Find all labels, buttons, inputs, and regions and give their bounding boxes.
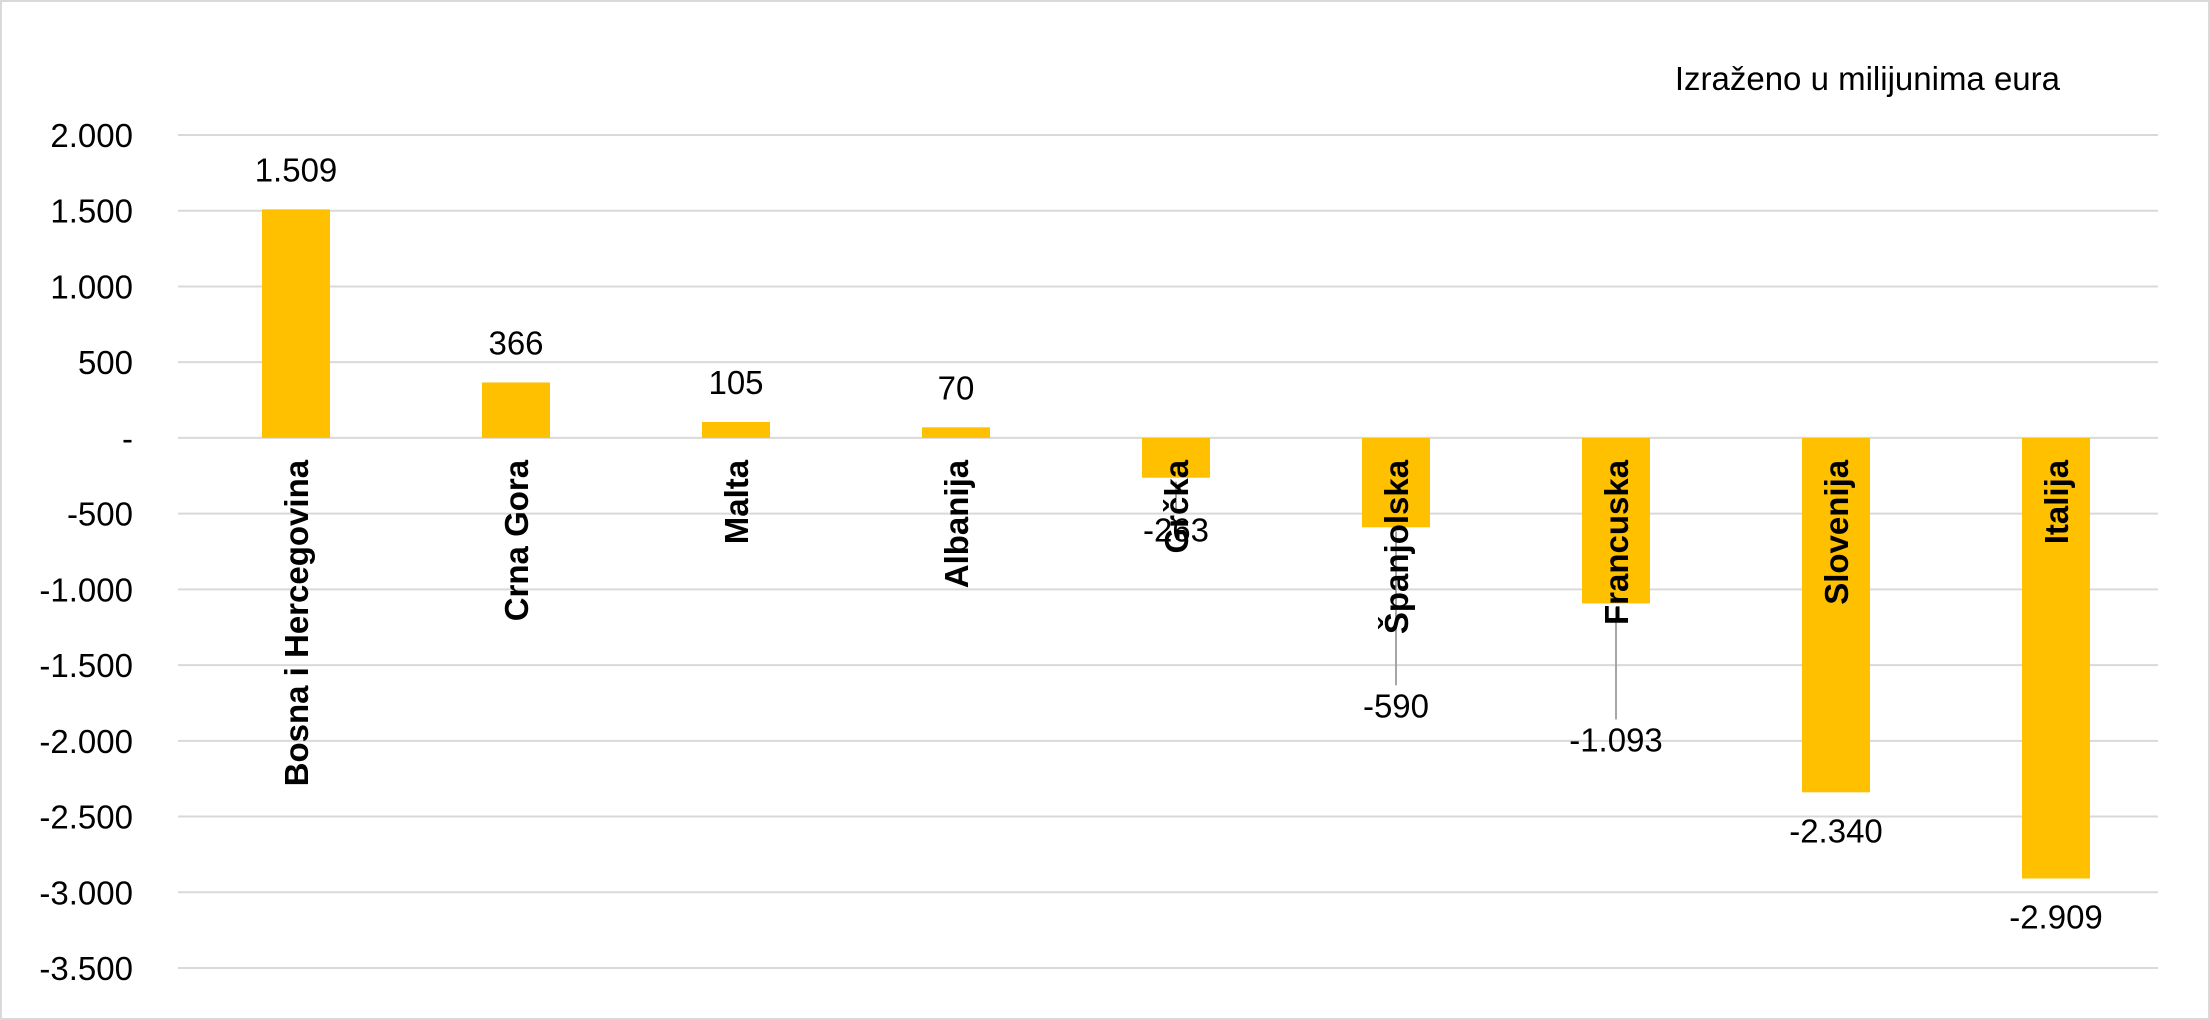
bar [1582,437,1650,604]
data-label: -2.909 [2009,898,2103,935]
category-label: Malta [718,459,755,544]
y-tick-label: 500 [78,344,133,381]
unit-note: Izraženo u milijunima eura [1675,60,2061,97]
bar [482,382,550,438]
category-label: Španjolska [1377,459,1415,634]
data-label: 105 [708,364,763,401]
category-label: Bosna i Hercegovina [278,459,315,786]
y-tick-label: -1.000 [39,571,133,608]
leader-lines [1175,481,1617,720]
data-labels: 1.509 366 105 70 -263 -590 -1.093 -2.340 -2.909 [255,151,2103,935]
bar [922,427,990,438]
bar [702,422,770,438]
data-label: 70 [938,369,975,406]
bar [1802,437,1870,793]
y-tick-label: -3.000 [39,874,133,911]
data-label: -1.093 [1569,721,1663,758]
y-tick-label: 2.000 [50,117,133,154]
data-label: -2.340 [1789,812,1883,849]
y-tick-label: 1.000 [50,268,133,305]
category-label: Francuska [1598,459,1635,625]
category-label: Crna Gora [498,459,535,621]
y-tick-label: - [122,420,133,457]
bar [262,209,330,438]
y-tick-label: -2.000 [39,723,133,760]
y-tick-label: 1.500 [50,193,133,230]
data-label: 366 [488,324,543,361]
data-label: -263 [1143,512,1209,549]
category-label: Albanija [938,459,975,588]
bar [1142,437,1210,478]
bar [2022,437,2090,879]
bar [1362,437,1430,528]
category-labels: Bosna i Hercegovina Crna Gora Malta Albanij… [278,459,2075,786]
y-tick-label: -3.500 [39,950,133,987]
category-label: Italija [2038,459,2075,544]
bars [262,209,2090,879]
y-axis: 2.000 1.500 1.000 500 - -500 -1.000 -1.500 -2.00… [39,117,133,987]
data-label: 1.509 [255,151,338,188]
y-tick-label: -1.500 [39,647,133,684]
category-label: Grčka [1158,459,1195,553]
data-label: -590 [1363,687,1429,724]
y-tick-label: -2.500 [39,799,133,836]
category-label: Slovenija [1818,459,1855,605]
y-tick-label: -500 [67,496,133,533]
